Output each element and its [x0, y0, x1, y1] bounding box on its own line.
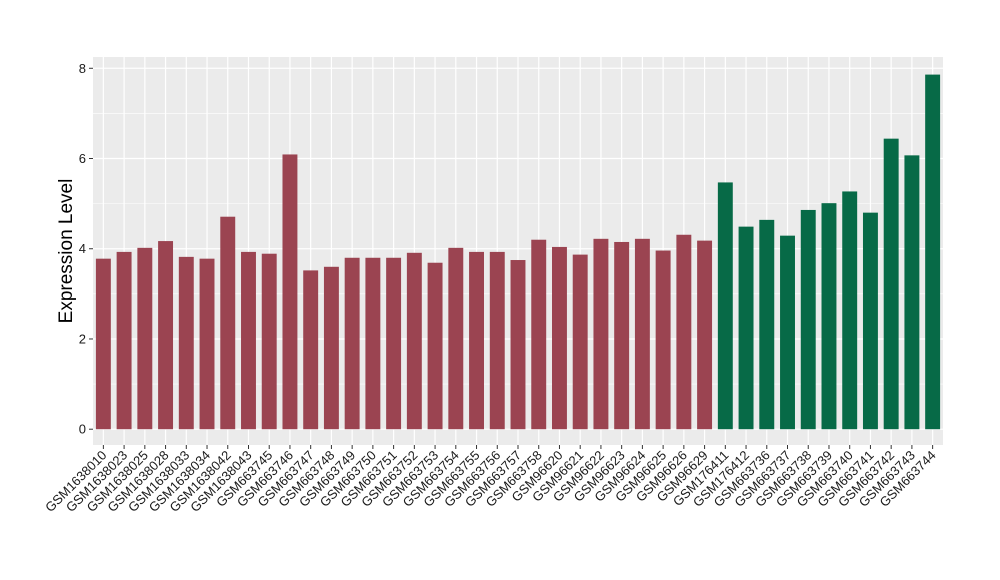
bar-GSM1638010	[95, 258, 111, 430]
bar-GSM663750	[365, 257, 381, 430]
bar-GSM176411	[717, 182, 733, 430]
bar-GSM96620	[552, 246, 567, 430]
bar-GSM663755	[469, 251, 484, 430]
y-tick-label: 4	[79, 241, 86, 256]
bar-GSM1638042	[220, 216, 236, 430]
bar-GSM663743	[904, 155, 920, 430]
y-tick-label: 6	[79, 151, 86, 166]
bar-GSM663738	[800, 209, 816, 430]
bar-GSM176412	[738, 226, 754, 430]
bar-GSM663740	[842, 191, 858, 430]
y-axis: 0 2 4 6 8	[79, 61, 93, 437]
bar-GSM96621	[572, 254, 588, 430]
bar-GSM663751	[386, 257, 402, 430]
bar-GSM1638034	[199, 258, 215, 430]
bar-GSM663758	[531, 239, 547, 430]
bar-GSM96622	[593, 238, 609, 430]
bar-GSM663753	[427, 262, 443, 430]
bar-GSM663741	[862, 212, 878, 430]
bar-GSM663737	[780, 235, 795, 430]
x-axis: GSM1638010GSM1638023GSM1638025GSM1638028…	[42, 445, 939, 515]
bar-GSM663745	[261, 253, 277, 430]
bar-GSM663747	[303, 270, 319, 430]
bar-GSM96626	[676, 234, 692, 430]
bar-GSM1638028	[158, 241, 174, 430]
bar-GSM1638025	[137, 247, 153, 430]
y-tick-label: 8	[79, 61, 86, 76]
bar-GSM663749	[344, 257, 360, 430]
bars	[95, 74, 941, 430]
bar-GSM96625	[655, 250, 671, 430]
y-axis-title: Expression Level	[56, 179, 77, 324]
bar-GSM1638033	[178, 256, 194, 430]
bar-GSM96623	[614, 241, 630, 430]
bar-GSM663739	[821, 203, 837, 430]
bar-GSM1638043	[241, 251, 256, 430]
bar-GSM1638023	[116, 251, 132, 430]
bar-GSM96624	[634, 238, 650, 430]
bar-GSM663744	[925, 74, 941, 430]
bar-GSM663748	[323, 266, 339, 430]
bar-GSM663756	[489, 251, 505, 430]
bar-GSM663742	[883, 138, 899, 430]
y-tick-label: 0	[79, 422, 86, 437]
bar-GSM663754	[448, 247, 464, 430]
bar-GSM663746	[282, 154, 298, 430]
bar-GSM663736	[759, 219, 775, 430]
y-tick-label: 2	[79, 331, 86, 346]
bar-GSM96629	[697, 240, 713, 430]
bar-GSM663752	[406, 252, 422, 430]
bar-GSM663757	[510, 260, 526, 430]
